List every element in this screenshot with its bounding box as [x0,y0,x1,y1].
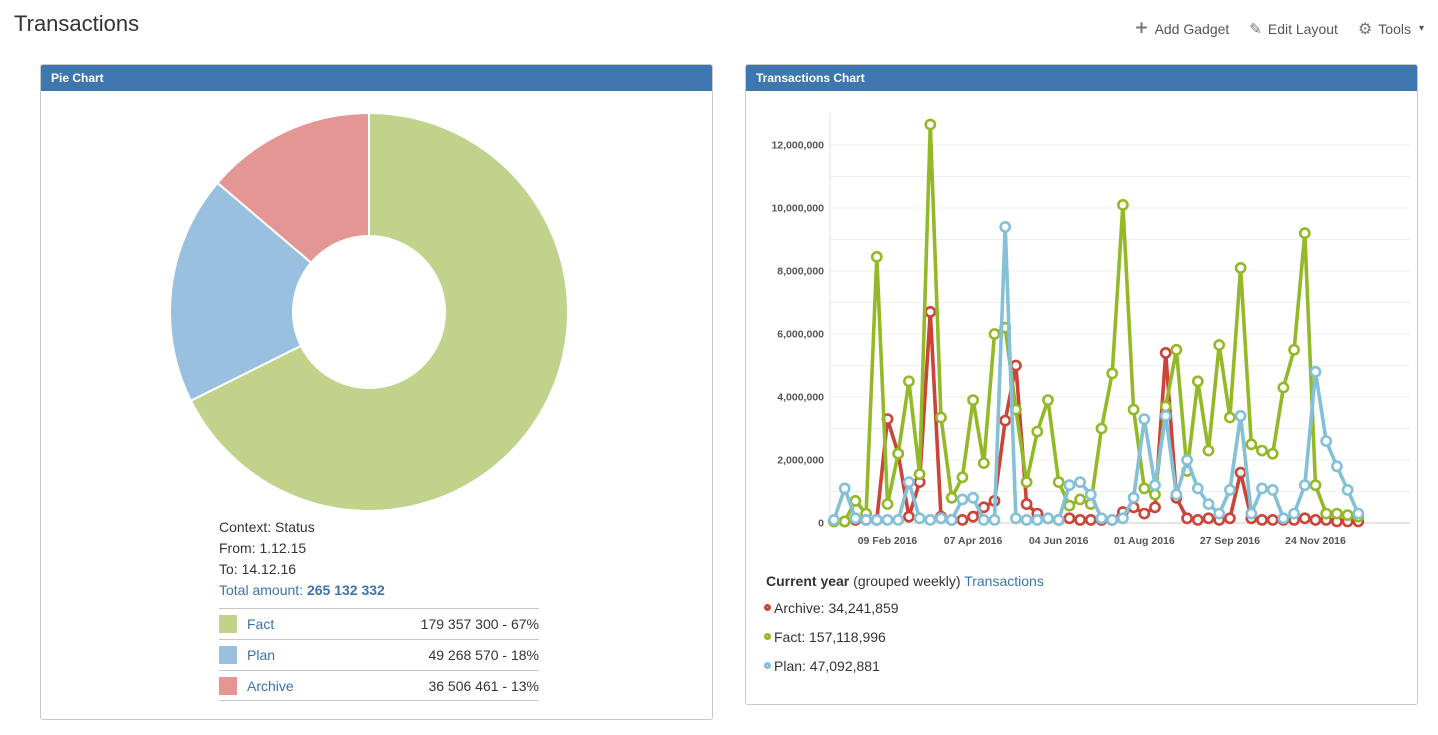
plan-color-swatch [219,646,237,664]
dashboard-page: Transactions + Add Gadget ✎ Edit Layout … [0,0,1438,735]
svg-text:07 Apr 2016: 07 Apr 2016 [944,535,1003,547]
transactions-gadget-title: Transactions Chart [756,71,865,85]
total-amount-value: 265 132 332 [307,582,385,598]
svg-text:27 Sep 2016: 27 Sep 2016 [1200,535,1260,547]
table-row-fact: Fact 179 357 300 - 67% [219,608,539,639]
pie-from-line: From: 1.12.15 [219,538,385,559]
chart-caption: Current year (grouped weekly) Transactio… [766,573,1044,589]
fact-value: 179 357 300 - 67% [421,616,539,632]
svg-text:12,000,000: 12,000,000 [771,140,824,152]
legend-fact-text: Fact: 157,118,996 [774,629,886,645]
legend-item-archive: Archive: 34,241,859 [764,593,899,622]
tools-label: Tools [1378,21,1411,37]
pie-gadget-title: Pie Chart [51,71,104,85]
svg-text:2,000,000: 2,000,000 [777,455,824,467]
add-gadget-button[interactable]: + Add Gadget [1134,20,1229,37]
dashboard-toolbar: + Add Gadget ✎ Edit Layout ⚙ Tools ▾ [1134,19,1424,38]
fact-link[interactable]: Fact [247,616,274,632]
edit-layout-button[interactable]: ✎ Edit Layout [1249,20,1338,38]
transactions-chart-gadget: Transactions Chart 0 2,000,000 4,000,000 6,… [745,64,1418,705]
chart-legend: Archive: 34,241,859 Fact: 157,118,996 Pl… [764,593,899,680]
pie-chart-gadget: Pie Chart Context: Status From: 1.12.15 … [40,64,713,720]
plus-icon: + [1134,20,1148,37]
svg-text:24 Nov 2016: 24 Nov 2016 [1285,535,1346,547]
tools-menu-button[interactable]: ⚙ Tools ▾ [1358,19,1424,38]
plan-ring-marker [764,662,771,669]
pie-gadget-header[interactable]: Pie Chart [41,65,712,91]
svg-text:10,000,000: 10,000,000 [771,203,824,215]
add-gadget-label: Add Gadget [1155,21,1230,37]
caption-period: Current year [766,573,849,589]
plan-value: 49 268 570 - 18% [428,647,539,663]
legend-item-fact: Fact: 157,118,996 [764,622,899,651]
archive-ring-marker [764,604,771,611]
transactions-gadget-header[interactable]: Transactions Chart [746,65,1417,91]
archive-value: 36 506 461 - 13% [428,678,539,694]
pencil-icon: ✎ [1249,20,1262,38]
donut-chart [41,91,714,515]
table-row-archive: Archive 36 506 461 - 13% [219,670,539,701]
fact-color-swatch [219,615,237,633]
svg-text:04 Jun 2016: 04 Jun 2016 [1029,535,1089,547]
gear-icon: ⚙ [1358,19,1372,38]
svg-text:0: 0 [818,518,824,530]
svg-text:09 Feb 2016: 09 Feb 2016 [858,535,918,547]
transactions-line-chart: 0 2,000,000 4,000,000 6,000,000 8,000,000 10,… [746,91,1417,559]
plan-link[interactable]: Plan [247,647,275,663]
pie-legend-table: Fact 179 357 300 - 67% Plan 49 268 570 -… [219,608,539,701]
legend-archive-text: Archive: 34,241,859 [774,600,899,616]
legend-plan-text: Plan: 47,092,881 [774,658,880,674]
svg-text:4,000,000: 4,000,000 [777,392,824,404]
page-title: Transactions [14,11,139,37]
total-amount-label: Total amount: [219,582,303,598]
svg-text:6,000,000: 6,000,000 [777,329,824,341]
pie-context-line: Context: Status [219,517,385,538]
archive-color-swatch [219,677,237,695]
transactions-link[interactable]: Transactions [964,573,1044,589]
svg-text:01 Aug 2016: 01 Aug 2016 [1114,535,1175,547]
caption-grouping: (grouped weekly) [853,573,960,589]
fact-ring-marker [764,633,771,640]
legend-item-plan: Plan: 47,092,881 [764,651,899,680]
caret-down-icon: ▾ [1419,23,1424,34]
table-row-plan: Plan 49 268 570 - 18% [219,639,539,670]
edit-layout-label: Edit Layout [1268,21,1338,37]
svg-text:8,000,000: 8,000,000 [777,266,824,278]
archive-link[interactable]: Archive [247,678,294,694]
pie-context-block: Context: Status From: 1.12.15 To: 14.12.… [219,517,385,601]
pie-to-line: To: 14.12.16 [219,559,385,580]
pie-total-line: Total amount: 265 132 332 [219,580,385,601]
